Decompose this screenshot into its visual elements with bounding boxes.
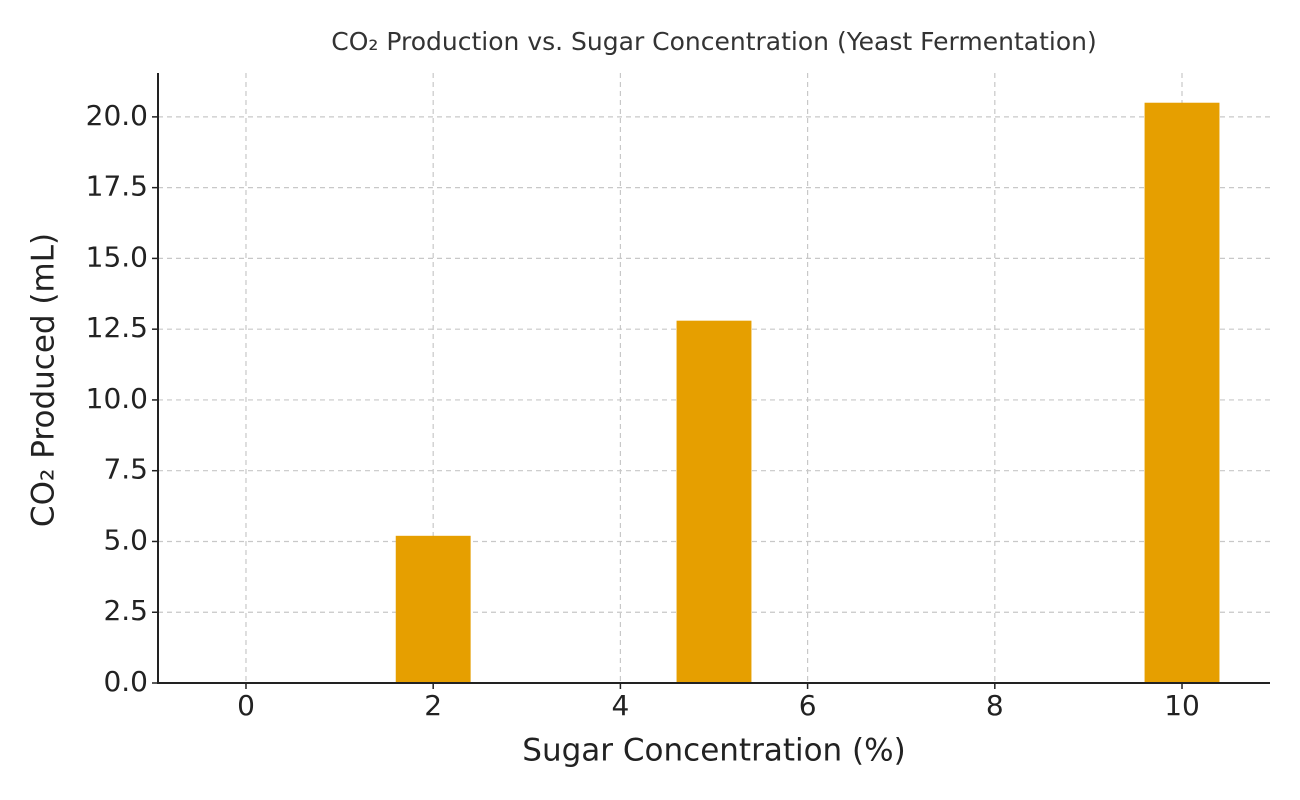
x-axis-label: Sugar Concentration (%): [522, 733, 905, 769]
y-tick-label: 5.0: [103, 523, 148, 556]
y-tick-label: 0.0: [103, 665, 148, 698]
chart-title: CO₂ Production vs. Sugar Concentration (…: [331, 27, 1096, 56]
bar: [395, 535, 471, 683]
y-tick-label: 15.0: [86, 240, 148, 273]
x-tick-label: 6: [799, 689, 817, 722]
x-tick-label: 4: [611, 689, 629, 722]
x-tick-label: 2: [424, 689, 442, 722]
y-tick-label: 10.0: [86, 382, 148, 415]
bar: [1144, 102, 1220, 684]
y-axis-label: CO₂ Produced (mL): [26, 233, 62, 527]
x-tick-label: 10: [1164, 689, 1200, 722]
y-tick-label: 20.0: [86, 99, 148, 132]
y-tick-label: 2.5: [103, 594, 148, 627]
x-tick-label: 0: [237, 689, 255, 722]
y-tick-label: 7.5: [103, 453, 148, 486]
y-tick-label: 12.5: [86, 311, 148, 344]
y-tick-label: 17.5: [86, 170, 148, 203]
x-tick-label: 8: [986, 689, 1004, 722]
bar: [676, 320, 752, 683]
